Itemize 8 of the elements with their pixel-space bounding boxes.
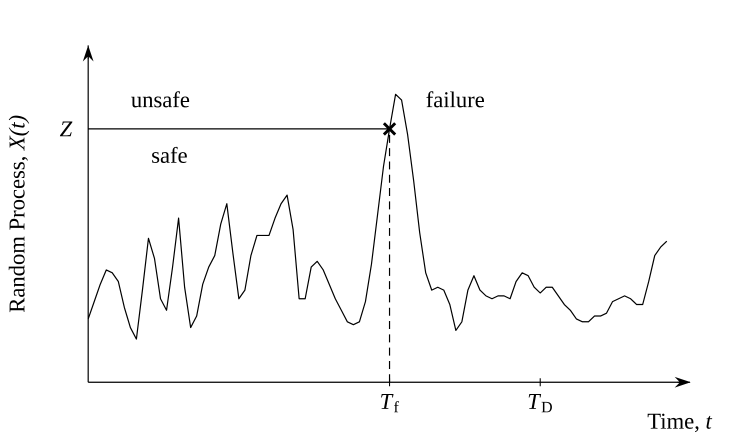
annotation: failure	[426, 91, 484, 108]
x-tick-label: T$_{f}$	[381, 394, 399, 412]
annotation: unsafe	[131, 91, 190, 108]
ref-line-label: Z	[60, 122, 72, 136]
x-tick-label: T$_{D}$	[528, 394, 552, 412]
x-axis-title: Time, t	[648, 414, 712, 432]
annotation: safe	[152, 147, 187, 164]
y-axis-title: Random Process, X(t)	[8, 116, 30, 312]
